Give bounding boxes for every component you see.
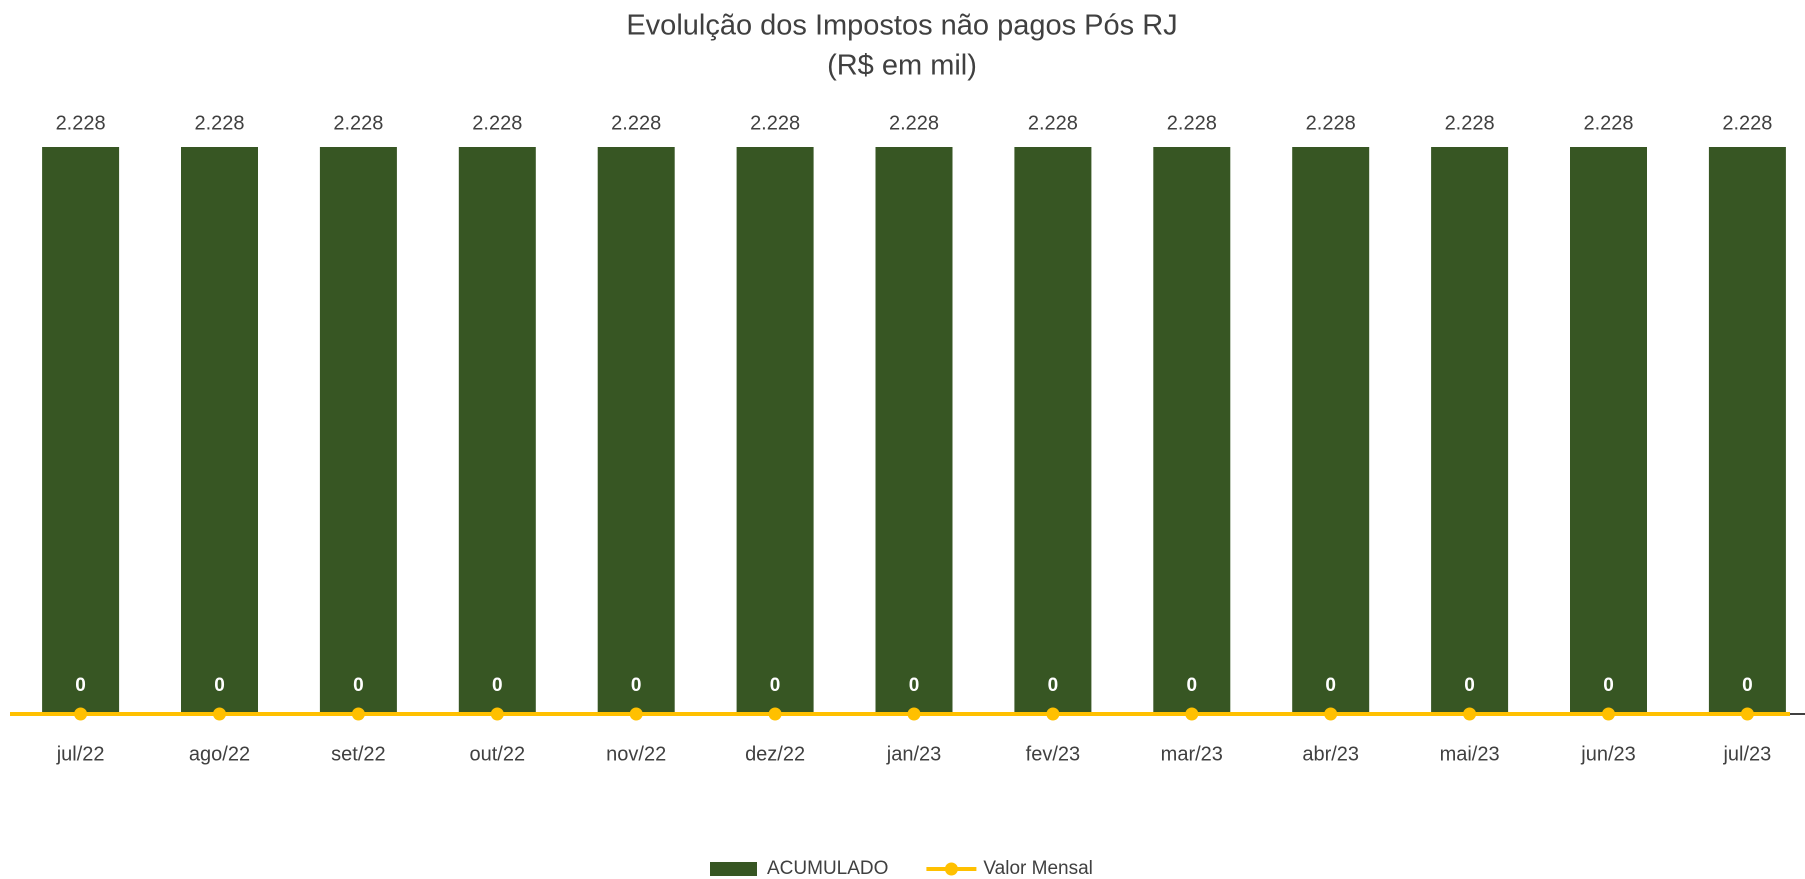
line-point <box>1324 707 1338 721</box>
bar <box>1292 147 1370 714</box>
line-value-label: 0 <box>909 675 920 696</box>
chart-title: Evolulção dos Impostos não pagos Pós RJ <box>626 10 1177 42</box>
x-tick-label: set/22 <box>331 743 385 765</box>
bar-value-label: 2.228 <box>889 112 939 134</box>
bar <box>1431 147 1509 714</box>
x-tick-label: jan/23 <box>886 743 942 765</box>
line-value-label: 0 <box>1464 675 1475 696</box>
x-tick-label: mai/23 <box>1440 743 1500 765</box>
line-point <box>1046 707 1060 721</box>
bar-value-label: 2.228 <box>333 112 383 134</box>
bar <box>1570 147 1647 714</box>
x-tick-label: nov/22 <box>606 743 666 765</box>
bar <box>319 147 397 714</box>
line-point <box>768 707 782 721</box>
x-tick-label: ago/22 <box>189 743 250 765</box>
line-point <box>351 707 365 721</box>
bar-value-label: 2.228 <box>1028 112 1078 134</box>
bar <box>1153 147 1231 714</box>
line-value-label: 0 <box>631 675 642 696</box>
x-tick-label: jun/23 <box>1580 743 1636 765</box>
line-point <box>213 707 226 721</box>
bar-value-label: 2.228 <box>194 112 244 134</box>
x-tick-label: dez/22 <box>745 743 805 765</box>
bar <box>597 147 675 714</box>
line-point <box>1602 707 1615 721</box>
line-value-label: 0 <box>1325 675 1336 696</box>
x-tick-label: mar/23 <box>1161 743 1223 765</box>
legend-label: ACUMULADO <box>767 858 888 879</box>
line-value-label: 0 <box>1742 675 1753 696</box>
bar-value-label: 2.228 <box>1722 112 1772 134</box>
line-value-label: 0 <box>1048 675 1059 696</box>
legend-swatch-marker <box>944 862 958 876</box>
line-point <box>1185 707 1199 721</box>
line-point <box>629 707 643 721</box>
line-value-label: 0 <box>1603 675 1614 696</box>
bar-value-label: 2.228 <box>1445 112 1495 134</box>
bar <box>1014 147 1092 714</box>
x-tick-label: out/22 <box>469 743 525 765</box>
bar-value-label: 2.228 <box>611 112 661 134</box>
x-tick-label: jul/23 <box>1722 743 1771 765</box>
bar <box>1708 147 1786 714</box>
line-point <box>1463 707 1477 721</box>
x-tick-label: jul/22 <box>56 743 105 765</box>
line-point <box>907 707 921 721</box>
x-tick-label: abr/23 <box>1302 743 1359 765</box>
line-value-label: 0 <box>214 675 225 696</box>
line-value-label: 0 <box>492 675 503 696</box>
bar-value-label: 2.228 <box>750 112 800 134</box>
bar-value-label: 2.228 <box>56 112 106 134</box>
bar-value-label: 2.228 <box>1167 112 1217 134</box>
x-tick-label: fev/23 <box>1026 743 1080 765</box>
line-point <box>1740 707 1754 721</box>
bar <box>42 147 120 714</box>
legend-swatch <box>710 862 757 876</box>
bar-value-label: 2.228 <box>1583 112 1633 134</box>
legend-label: Valor Mensal <box>983 858 1092 879</box>
line-value-label: 0 <box>1187 675 1198 696</box>
bar-value-label: 2.228 <box>472 112 522 134</box>
bar <box>736 147 814 714</box>
line-value-label: 0 <box>75 675 86 696</box>
line-point <box>74 707 88 721</box>
chart-subtitle: (R$ em mil) <box>827 50 977 82</box>
line-value-label: 0 <box>353 675 364 696</box>
line-point <box>490 707 504 721</box>
bar <box>458 147 536 714</box>
bar <box>181 147 258 714</box>
bar <box>875 147 953 714</box>
bar-value-label: 2.228 <box>1306 112 1356 134</box>
line-value-label: 0 <box>770 675 781 696</box>
